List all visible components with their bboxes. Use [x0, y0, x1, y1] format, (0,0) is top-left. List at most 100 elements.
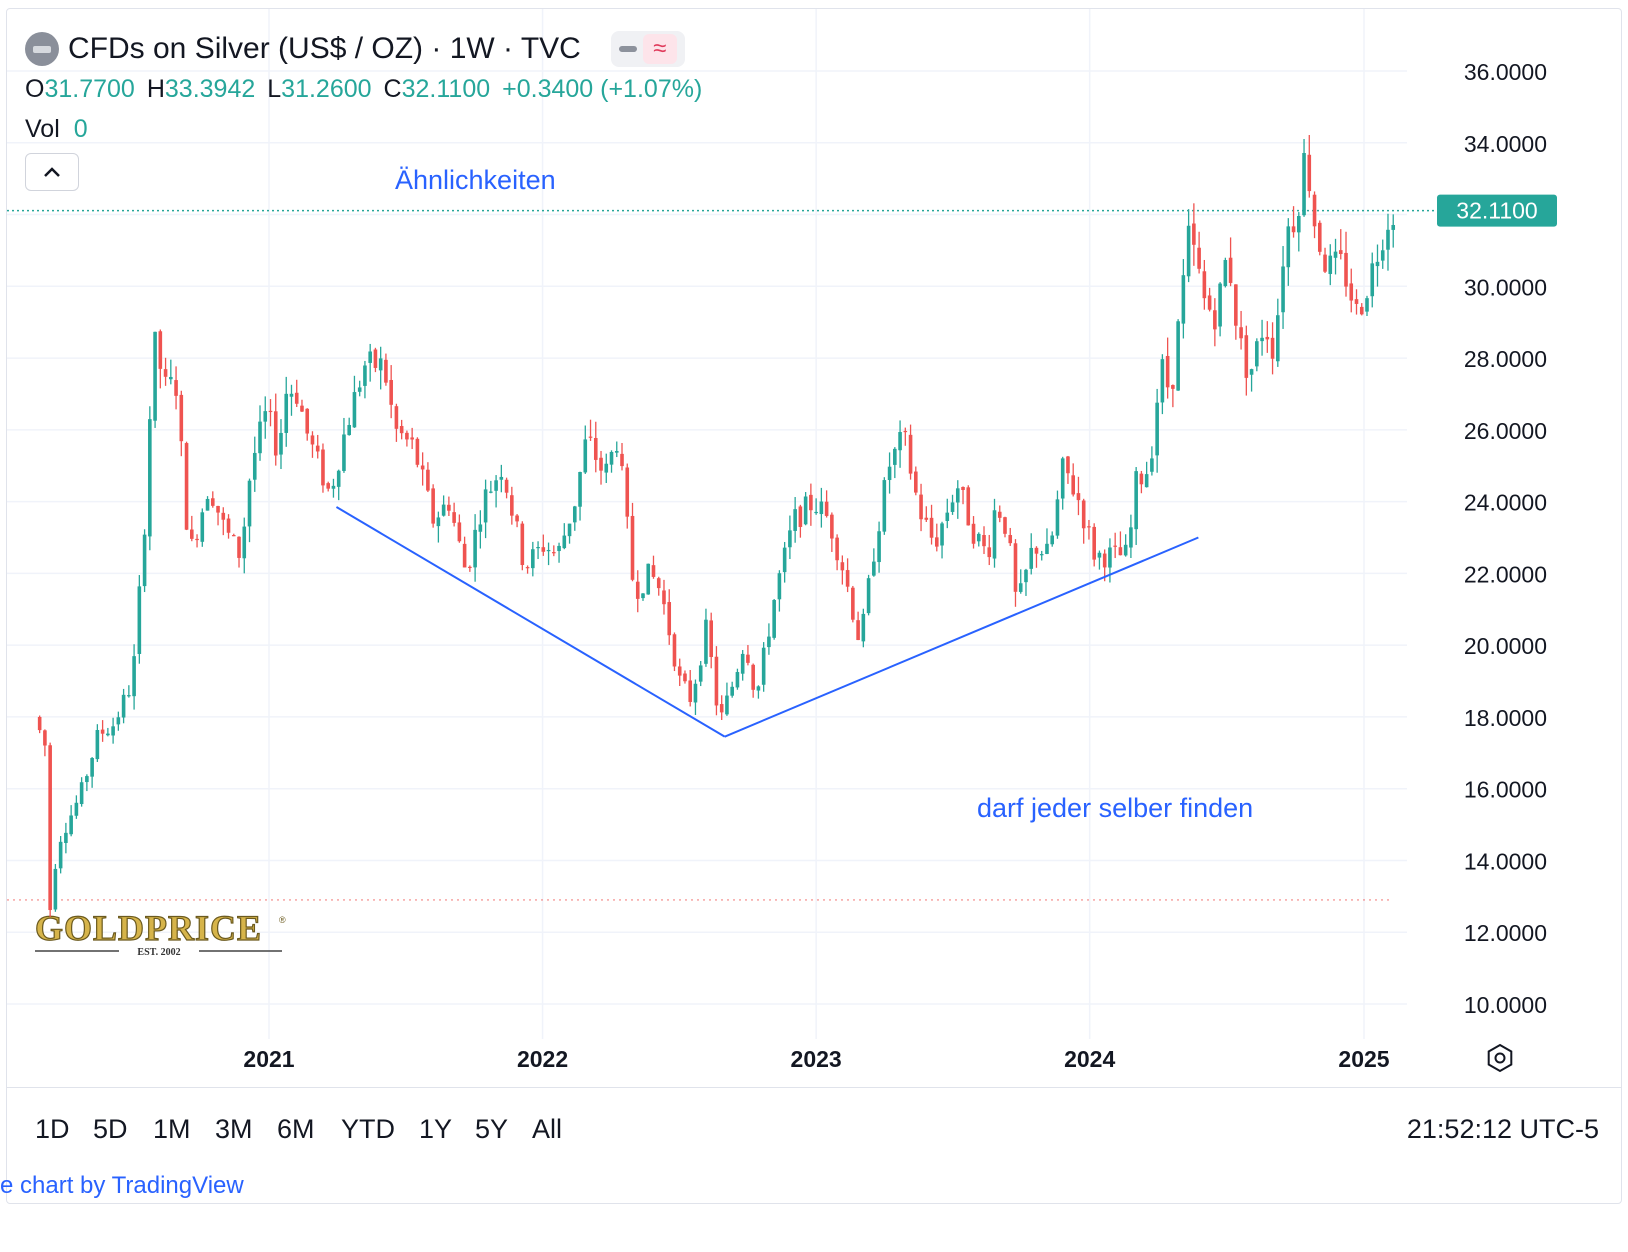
settings-icon[interactable]: [1487, 1043, 1513, 1073]
candle-body: [399, 426, 404, 434]
y-tick-label: 16.0000: [1464, 777, 1547, 803]
minus-icon[interactable]: [618, 46, 637, 52]
candle-body: [625, 467, 630, 517]
candle-body: [1139, 473, 1144, 485]
candle-body: [882, 480, 887, 532]
range-button-1y[interactable]: 1Y: [419, 1114, 453, 1144]
candle-body: [43, 730, 47, 746]
candle-body: [756, 686, 761, 691]
candle-body: [950, 502, 955, 512]
range-button-1m[interactable]: 1M: [153, 1114, 191, 1144]
candle-body: [992, 510, 997, 559]
y-tick-label: 26.0000: [1464, 418, 1547, 444]
candle-body: [315, 445, 320, 452]
candle-body: [971, 523, 976, 544]
candle-body: [1317, 222, 1322, 252]
candle-body: [79, 782, 84, 805]
footer-attribution[interactable]: e chart by TradingView: [0, 1172, 244, 1200]
chart-canvas[interactable]: GOLDPRICE ® EST. 2002 Ähnlichkeiten darf…: [7, 9, 1622, 1087]
candle-body: [751, 664, 755, 690]
candle-body: [1045, 543, 1049, 554]
candle-body: [929, 517, 934, 538]
change-value: +0.3400 (+1.07%): [502, 75, 703, 103]
candle-body: [504, 479, 509, 493]
candle-body: [431, 488, 435, 524]
candle-body: [1375, 261, 1380, 267]
chart-title[interactable]: CFDs on Silver (US$ / OZ) · 1W · TVC: [68, 32, 581, 65]
candle-body: [1050, 535, 1055, 545]
candle-body: [1039, 554, 1044, 556]
y-tick-label: 12.0000: [1464, 920, 1547, 946]
annotation-text-bottom[interactable]: darf jeder selber finden: [977, 793, 1253, 823]
candle-body: [903, 430, 908, 433]
candle-body: [552, 552, 556, 554]
tradingview-link[interactable]: chart by TradingView: [20, 1172, 244, 1199]
y-tick-label: 24.0000: [1464, 490, 1547, 516]
candle-body: [1244, 335, 1249, 378]
candle-body: [1276, 315, 1280, 362]
candle-body: [263, 411, 268, 422]
range-button-3m[interactable]: 3M: [215, 1114, 253, 1144]
candle-body: [331, 485, 336, 489]
candle-body: [1234, 284, 1238, 326]
candle-body: [840, 562, 845, 571]
range-button-6m[interactable]: 6M: [277, 1114, 315, 1144]
candle-body: [1071, 475, 1075, 495]
candle-body: [1328, 255, 1333, 274]
candle-body: [426, 469, 430, 491]
indicator-controls[interactable]: ≈: [610, 31, 685, 67]
candle-body: [656, 578, 661, 589]
candle-body: [420, 465, 425, 470]
close-label: C: [383, 75, 402, 103]
trend-line-2[interactable]: [724, 536, 1199, 738]
trend-line-1[interactable]: [335, 506, 726, 738]
clock-readout[interactable]: 21:52:12 UTC-5: [1406, 1114, 1599, 1144]
candle-body: [48, 745, 52, 911]
range-button-1d[interactable]: 1D: [35, 1114, 70, 1144]
candle-body: [1213, 310, 1217, 330]
candle-body: [714, 656, 719, 706]
range-button-all[interactable]: All: [532, 1114, 563, 1144]
candle-body: [510, 495, 514, 516]
candle-body: [53, 868, 58, 910]
candle-body: [184, 443, 189, 530]
candle-body: [987, 547, 992, 558]
candle-body: [1265, 336, 1270, 340]
candle-body: [583, 439, 588, 473]
candle-body: [667, 602, 672, 636]
candle-body: [683, 673, 687, 682]
candle-body: [767, 636, 771, 648]
candle-body: [1202, 271, 1207, 299]
candle-body: [809, 494, 813, 511]
annotation-text-top[interactable]: Ähnlichkeiten: [395, 165, 556, 195]
candle-body: [384, 359, 388, 383]
candle-body: [1129, 527, 1133, 548]
candle-body: [1386, 229, 1390, 250]
candle-body: [1338, 250, 1343, 255]
candle-body: [824, 501, 829, 516]
last-price-tag-bg: [1437, 194, 1557, 227]
y-tick-label: 34.0000: [1464, 131, 1547, 157]
candle-body: [976, 533, 981, 542]
range-button-5y[interactable]: 5Y: [475, 1114, 509, 1144]
range-button-5d[interactable]: 5D: [93, 1114, 128, 1144]
open-label: O: [25, 75, 45, 103]
candle-body: [468, 566, 472, 569]
candle-body: [735, 672, 740, 688]
candle-body: [1312, 194, 1317, 227]
candle-body: [368, 351, 372, 363]
candle-body: [352, 392, 357, 428]
candle-body: [106, 733, 110, 736]
last-price-value: 32.1100: [1456, 198, 1537, 224]
candle-body: [997, 511, 1002, 518]
collapse-legend-button[interactable]: [25, 153, 79, 191]
candle-body: [730, 686, 734, 696]
candle-body: [635, 581, 640, 599]
candle-body: [609, 451, 614, 465]
approx-wave-icon[interactable]: ≈: [642, 34, 677, 64]
candle-body: [478, 524, 483, 532]
range-button-ytd[interactable]: YTD: [341, 1114, 395, 1144]
candle-body: [887, 466, 892, 481]
candle-body: [772, 600, 776, 638]
candle-body: [1150, 458, 1154, 472]
